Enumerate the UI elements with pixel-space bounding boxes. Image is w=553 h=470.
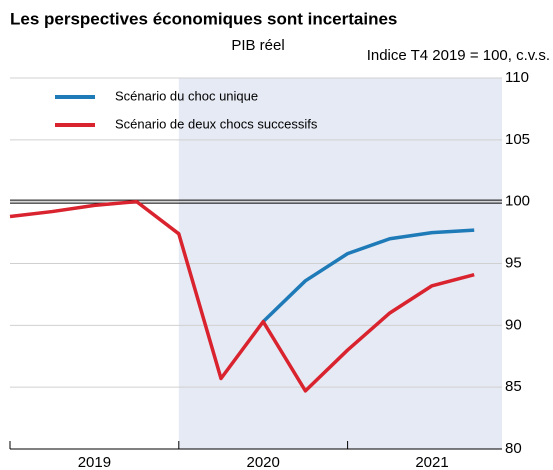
- y-tick-label: 80: [505, 440, 522, 457]
- legend-label: Scénario du choc unique: [115, 88, 258, 103]
- x-tick-label: 2020: [247, 454, 280, 470]
- x-tick-label: 2019: [78, 454, 111, 470]
- y-axis-label: Indice T4 2019 = 100, c.v.s.: [367, 47, 550, 64]
- y-tick-label: 100: [505, 193, 530, 210]
- y-tick-label: 95: [505, 254, 522, 271]
- y-tick-label: 110: [505, 69, 529, 86]
- series-line: [9, 199, 475, 393]
- x-tick-label: 2021: [415, 454, 448, 470]
- y-tick-label: 105: [505, 131, 530, 148]
- series-line: [261, 228, 475, 323]
- y-tick-label: 85: [505, 378, 522, 395]
- chart-title: Les perspectives économiques sont incert…: [10, 9, 397, 28]
- subtitle: PIB réel: [231, 37, 284, 54]
- legend-label: Scénario de deux chocs successifs: [115, 116, 318, 131]
- y-tick-label: 90: [505, 316, 522, 333]
